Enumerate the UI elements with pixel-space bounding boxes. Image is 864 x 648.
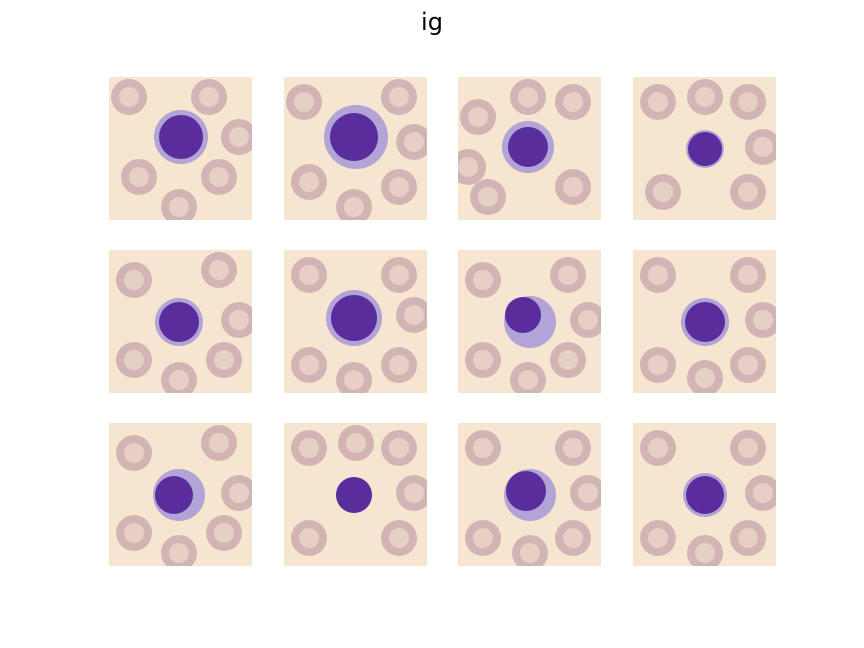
nucleus [159,302,199,342]
nucleus [685,302,725,342]
cell-image-tile [109,423,252,566]
cell-image-tile [458,423,601,566]
cell-image [109,423,252,566]
cell-image [633,77,776,220]
figure-title: ig [421,8,443,36]
nucleus [331,295,377,341]
cell-image [458,250,601,393]
cell-image-tile [458,77,601,220]
nucleus [686,476,724,514]
cell-image [284,423,427,566]
cell-image [633,423,776,566]
cell-image [458,77,601,220]
cell-image [633,250,776,393]
nucleus [505,297,541,333]
nucleus [336,477,372,513]
cell-image-tile [633,250,776,393]
cell-image-tile [458,250,601,393]
cell-image [284,250,427,393]
cell-image-tile [284,77,427,220]
nucleus [155,476,193,514]
nucleus [506,471,546,511]
cell-image [109,77,252,220]
nucleus [688,132,722,166]
cell-image [284,77,427,220]
cell-image [458,423,601,566]
nucleus [330,113,378,161]
nucleus [508,127,548,167]
cell-image-tile [109,250,252,393]
cell-image-tile [633,77,776,220]
cell-image-tile [633,423,776,566]
cell-image-tile [109,77,252,220]
cell-image-tile [284,250,427,393]
cell-image [109,250,252,393]
nucleus [159,115,203,159]
cell-image-tile [284,423,427,566]
